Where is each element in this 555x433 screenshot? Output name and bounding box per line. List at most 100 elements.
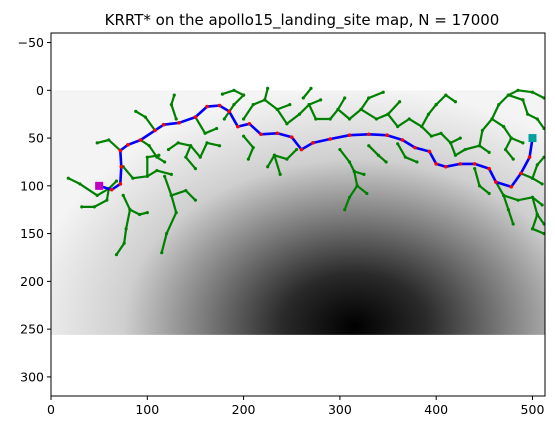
path-waypoint	[290, 135, 294, 139]
tree-node	[490, 117, 493, 120]
tree-node	[252, 103, 255, 106]
y-tick-label: −50	[18, 35, 44, 50]
tree-node	[115, 253, 118, 256]
path-waypoint	[119, 149, 123, 153]
x-tick-label: 100	[135, 402, 159, 417]
tree-node	[105, 199, 108, 202]
tree-node	[134, 110, 137, 113]
tree-node	[107, 138, 110, 141]
tree-node	[155, 156, 158, 159]
tree-node	[343, 208, 346, 211]
tree-node	[223, 117, 226, 120]
path-waypoint	[311, 141, 315, 145]
x-tick-label: 0	[47, 402, 55, 417]
path-waypoint	[119, 165, 123, 169]
tree-node	[184, 189, 187, 192]
path-waypoint	[458, 162, 462, 166]
path-waypoint	[236, 125, 240, 129]
tree-node	[415, 160, 418, 163]
path-waypoint	[194, 115, 198, 119]
tree-node	[160, 251, 163, 254]
tree-node	[497, 103, 500, 106]
tree-node	[398, 100, 401, 103]
tree-node	[507, 93, 510, 96]
tree-node	[122, 194, 125, 197]
tree-node	[329, 117, 332, 120]
tree-node	[377, 154, 380, 157]
tree-node	[276, 108, 279, 111]
tree-node	[285, 122, 288, 125]
path-waypoint	[205, 105, 209, 109]
path-waypoint	[509, 185, 513, 189]
tree-node	[375, 117, 378, 120]
tree-node	[521, 98, 524, 101]
tree-node	[218, 144, 221, 147]
y-tick-label: 150	[20, 226, 44, 241]
y-axis: 050100150200250300−50	[18, 35, 51, 384]
tree-node	[285, 157, 288, 160]
tree-node	[420, 125, 423, 128]
path-waypoint	[227, 110, 231, 114]
tree-node	[170, 173, 173, 176]
path-waypoint	[162, 123, 166, 127]
tree-node	[232, 103, 235, 106]
path-waypoint	[218, 104, 222, 108]
tree-node	[404, 156, 407, 159]
tree-node	[382, 91, 385, 94]
tree-node	[170, 194, 173, 197]
tree-node	[531, 91, 534, 94]
tree-node	[481, 129, 484, 132]
tree-node	[298, 113, 301, 116]
tree-node	[167, 148, 170, 151]
tree-node	[163, 175, 166, 178]
tree-node	[295, 148, 298, 151]
tree-node	[396, 142, 399, 145]
x-tick-label: 200	[232, 402, 256, 417]
tree-node	[175, 117, 178, 120]
tree-node	[541, 203, 544, 206]
tree-node	[263, 98, 266, 101]
y-tick-label: 200	[20, 274, 44, 289]
tree-node	[502, 194, 505, 197]
tree-node	[367, 96, 370, 99]
tree-node	[512, 157, 515, 160]
tree-node	[343, 96, 346, 99]
tree-node	[199, 156, 202, 159]
plot-area	[51, 87, 546, 335]
path-waypoint	[126, 143, 130, 147]
tree-node	[348, 160, 351, 163]
tree-node	[319, 98, 322, 101]
tree-node	[454, 100, 457, 103]
tree-node	[336, 108, 339, 111]
tree-node	[80, 205, 83, 208]
tree-node	[155, 169, 158, 172]
start-marker	[95, 182, 103, 190]
path-waypoint	[401, 138, 405, 142]
tree-node	[266, 87, 269, 90]
tree-node	[444, 93, 447, 96]
x-tick-label: 300	[328, 402, 352, 417]
y-tick-label: 0	[36, 83, 44, 98]
tree-node	[165, 232, 168, 235]
tree-node	[488, 192, 491, 195]
tree-node	[386, 113, 389, 116]
tree-node	[478, 184, 481, 187]
tree-node	[353, 170, 356, 173]
tree-node	[242, 117, 245, 120]
tree-node	[302, 96, 305, 99]
path-waypoint	[385, 133, 389, 137]
tree-node	[521, 141, 524, 144]
path-waypoint	[444, 165, 448, 169]
tree-node	[175, 211, 178, 214]
path-waypoint	[428, 150, 432, 154]
tree-node	[221, 93, 224, 96]
path-waypoint	[119, 182, 123, 186]
tree-node	[307, 103, 310, 106]
tree-node	[163, 160, 166, 163]
tree-node	[362, 173, 365, 176]
tree-node	[177, 141, 180, 144]
tree-node	[367, 144, 370, 147]
path-waypoint	[367, 132, 371, 136]
goal-marker	[528, 134, 536, 142]
